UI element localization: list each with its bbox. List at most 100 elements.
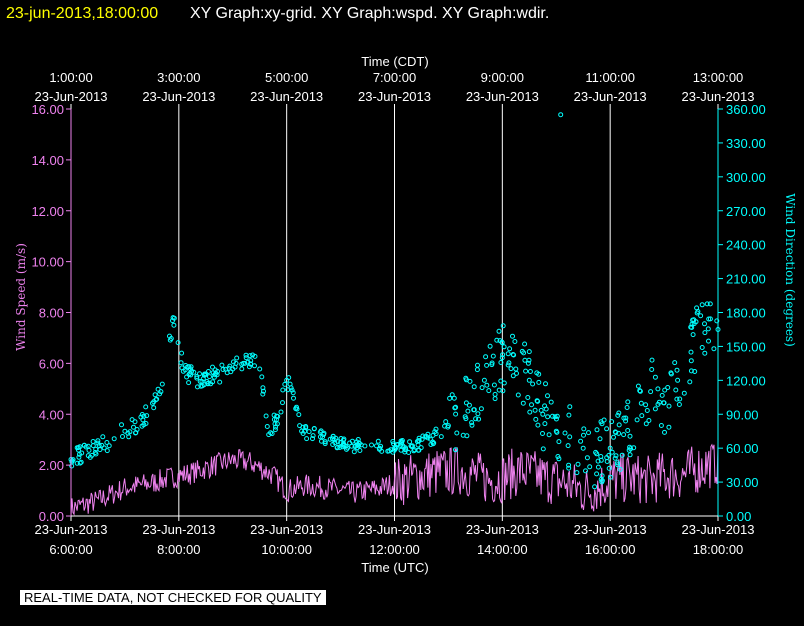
wind-direction-point [278, 409, 284, 415]
wind-direction-point [210, 379, 216, 385]
wind-direction-point [554, 413, 560, 419]
wind-direction-point [469, 422, 475, 428]
wind-direction-point [291, 395, 296, 401]
wind-direction-point [615, 460, 620, 466]
wind-direction-point [430, 441, 436, 447]
wind-direction-point [546, 432, 552, 438]
wind-direction-point [492, 391, 498, 397]
wind-direction-point [677, 396, 683, 402]
wind-direction-point [179, 350, 185, 356]
wind-direction-point [575, 461, 581, 467]
wind-direction-point [93, 446, 99, 452]
wind-direction-point [303, 424, 309, 429]
wind-direction-point [545, 414, 551, 420]
wind-direction-point [613, 430, 619, 435]
wind-direction-point [197, 371, 202, 377]
wind-direction-point [280, 400, 285, 406]
wind-direction-point [416, 435, 422, 441]
wind-direction-point [311, 426, 317, 431]
wind-direction-point [322, 439, 328, 445]
wind-direction-point [689, 325, 695, 330]
wind-direction-point [390, 439, 396, 444]
wind-direction-point [322, 441, 328, 447]
wind-direction-point [607, 474, 613, 480]
wind-direction-point [615, 412, 621, 418]
wind-direction-point [85, 453, 91, 459]
wind-direction-point [594, 451, 600, 457]
wind-direction-point [543, 381, 548, 387]
wind-direction-point [386, 448, 392, 454]
wind-direction-point [438, 434, 444, 440]
wind-direction-point [540, 446, 546, 452]
wind-direction-point [171, 315, 177, 321]
wind-direction-point [296, 412, 302, 418]
wind-direction-point [578, 438, 584, 444]
wind-direction-point [665, 385, 671, 390]
wind-direction-point [478, 406, 484, 412]
wind-direction-point [594, 427, 600, 433]
wind-direction-point [692, 369, 698, 374]
wind-direction-point [427, 436, 433, 442]
wind-direction-point [97, 447, 103, 453]
wind-direction-point [77, 460, 83, 466]
x-bottom-tick-time: 10:00:00 [261, 542, 312, 557]
wind-direction-point [649, 367, 655, 372]
wind-direction-point [655, 386, 661, 392]
wind-direction-point [78, 459, 84, 465]
wind-direction-point [688, 358, 694, 364]
wind-direction-point [287, 381, 293, 387]
wind-direction-point [293, 406, 299, 412]
wind-direction-point [200, 376, 206, 382]
wind-direction-point [646, 418, 652, 423]
wind-direction-point [707, 301, 713, 307]
wind-direction-point [612, 455, 618, 461]
wind-direction-point [545, 393, 550, 399]
y-left-tick-label: 14.00 [31, 153, 64, 168]
wind-direction-point [702, 321, 707, 327]
wind-direction-point [106, 443, 112, 449]
wind-direction-point [398, 447, 404, 453]
x-top-tick-time: 11:00:00 [585, 70, 635, 85]
wind-direction-point [375, 438, 381, 444]
x-top-tick-time: 1:00:00 [49, 70, 92, 85]
wind-direction-point [422, 434, 428, 440]
wind-direction-point [643, 402, 649, 408]
wind-direction-point [95, 438, 101, 444]
wind-direction-point [260, 385, 266, 391]
wind-direction-point [104, 448, 110, 454]
wind-direction-point [451, 395, 457, 401]
wind-direction-point [625, 428, 631, 433]
wind-direction-point [474, 367, 480, 373]
wind-direction-point [634, 417, 640, 423]
wind-direction-point [681, 390, 687, 396]
wind-direction-point [399, 439, 405, 445]
wind-direction-point [188, 372, 194, 378]
wind-direction-point [341, 436, 347, 442]
wind-direction-point [627, 452, 633, 458]
wind-direction-point [289, 387, 295, 393]
wind-direction-point [498, 360, 504, 365]
wind-direction-point [76, 447, 81, 453]
wind-direction-point [186, 380, 192, 386]
wind-direction-point [668, 371, 674, 377]
y-right-tick-label: 0.00 [726, 509, 751, 524]
wind-direction-point [707, 316, 713, 322]
wind-direction-point [552, 414, 558, 420]
wind-direction-point [556, 456, 562, 462]
wind-direction-point [282, 381, 288, 387]
wind-direction-point [535, 422, 541, 428]
wind-direction-point [536, 379, 542, 385]
wind-direction-point [330, 442, 336, 447]
wind-direction-point [533, 416, 539, 422]
wind-direction-point [687, 379, 693, 385]
wind-direction-point [711, 346, 717, 352]
wind-direction-point [473, 416, 479, 422]
wind-direction-point [471, 407, 477, 413]
wind-direction-point [598, 457, 604, 463]
x-top-tick-date: 23-Jun-2013 [466, 89, 539, 104]
x-bottom-tick-date: 23-Jun-2013 [466, 522, 539, 537]
wind-direction-point [581, 426, 587, 432]
x-bottom-tick-time: 8:00:00 [157, 542, 200, 557]
wind-direction-point [392, 445, 397, 451]
